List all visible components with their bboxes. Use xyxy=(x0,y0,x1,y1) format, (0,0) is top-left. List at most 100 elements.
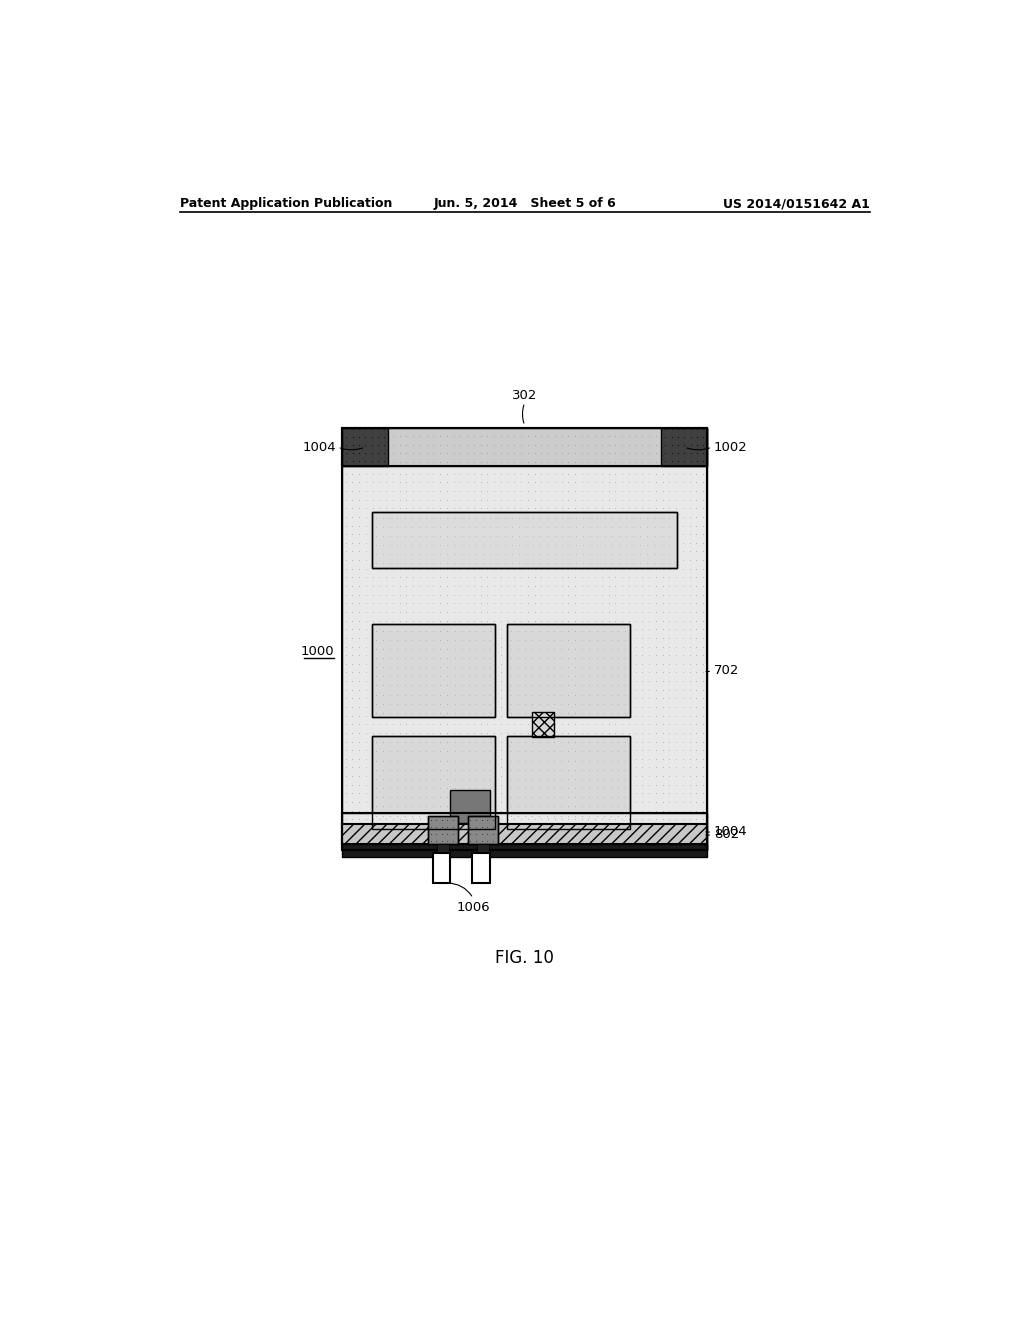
Point xyxy=(338,442,354,463)
Point xyxy=(560,792,577,813)
Point xyxy=(385,722,401,743)
Point xyxy=(404,826,421,847)
Point xyxy=(581,446,597,467)
Point xyxy=(625,516,641,537)
Point xyxy=(378,766,394,787)
Point xyxy=(614,451,631,473)
Point xyxy=(357,619,374,640)
Point xyxy=(634,705,650,726)
Point xyxy=(695,442,712,463)
Point xyxy=(418,741,434,762)
Point xyxy=(412,463,428,484)
Point xyxy=(404,515,421,536)
Point xyxy=(419,766,435,787)
Point xyxy=(553,490,569,511)
Point xyxy=(398,800,415,821)
Point xyxy=(445,532,462,553)
Point xyxy=(534,619,550,640)
Point xyxy=(398,792,415,813)
Point xyxy=(376,442,392,463)
Point xyxy=(503,675,519,696)
Point xyxy=(662,817,678,838)
Point xyxy=(648,549,665,570)
Point xyxy=(461,814,477,836)
Point xyxy=(662,766,678,787)
Point xyxy=(357,817,374,838)
Point xyxy=(614,627,631,648)
Point xyxy=(461,665,477,686)
Point xyxy=(419,425,435,446)
Point xyxy=(404,610,421,631)
Point xyxy=(594,714,610,735)
Point xyxy=(338,524,354,545)
Point xyxy=(357,756,374,777)
Point xyxy=(378,437,394,458)
Point xyxy=(391,532,408,553)
Point xyxy=(506,425,522,446)
Point xyxy=(404,756,421,777)
Point xyxy=(391,739,408,760)
Point xyxy=(607,680,624,701)
Point xyxy=(425,756,441,777)
Point xyxy=(539,759,555,780)
Point xyxy=(344,507,360,528)
Point xyxy=(662,515,678,536)
Point xyxy=(351,792,368,813)
Point xyxy=(547,507,563,528)
Point xyxy=(567,656,584,677)
Point xyxy=(540,535,556,556)
Point xyxy=(461,759,477,780)
Point xyxy=(587,809,603,830)
Point xyxy=(403,814,420,836)
Point xyxy=(375,777,391,799)
Point xyxy=(344,671,360,692)
Point xyxy=(589,741,605,762)
Point xyxy=(682,602,698,623)
Point xyxy=(391,498,408,519)
Point xyxy=(391,697,408,718)
Point xyxy=(573,593,590,614)
Point xyxy=(357,809,374,830)
Point xyxy=(398,826,415,847)
Point xyxy=(506,714,522,735)
Point xyxy=(500,644,516,665)
Point xyxy=(412,697,428,718)
Point xyxy=(391,644,408,665)
Point xyxy=(344,809,360,830)
Point xyxy=(459,739,475,760)
Point xyxy=(445,429,462,450)
Point xyxy=(378,541,394,562)
Point xyxy=(500,792,516,813)
Point xyxy=(524,702,541,723)
Point xyxy=(432,739,449,760)
Point xyxy=(560,809,577,830)
Point xyxy=(519,549,536,570)
Point xyxy=(648,834,665,855)
Point xyxy=(497,535,513,556)
Point xyxy=(453,697,469,718)
Point xyxy=(534,429,550,450)
Point xyxy=(526,515,543,536)
Point xyxy=(371,636,387,657)
Point xyxy=(600,446,616,467)
Point xyxy=(587,775,603,796)
Point xyxy=(668,688,684,709)
Point xyxy=(676,450,692,471)
Point xyxy=(357,826,374,847)
Point xyxy=(526,434,543,455)
Point xyxy=(682,714,698,735)
Point xyxy=(600,653,616,675)
Point xyxy=(688,451,705,473)
Point xyxy=(432,741,449,762)
Point xyxy=(506,420,522,441)
Point xyxy=(695,454,712,475)
Point xyxy=(634,792,650,813)
Point xyxy=(439,639,456,660)
Point xyxy=(482,814,499,836)
Point xyxy=(540,705,556,726)
Point xyxy=(662,541,678,562)
Point xyxy=(614,671,631,692)
Point xyxy=(682,480,698,502)
Point xyxy=(594,619,610,640)
Point xyxy=(351,585,368,606)
